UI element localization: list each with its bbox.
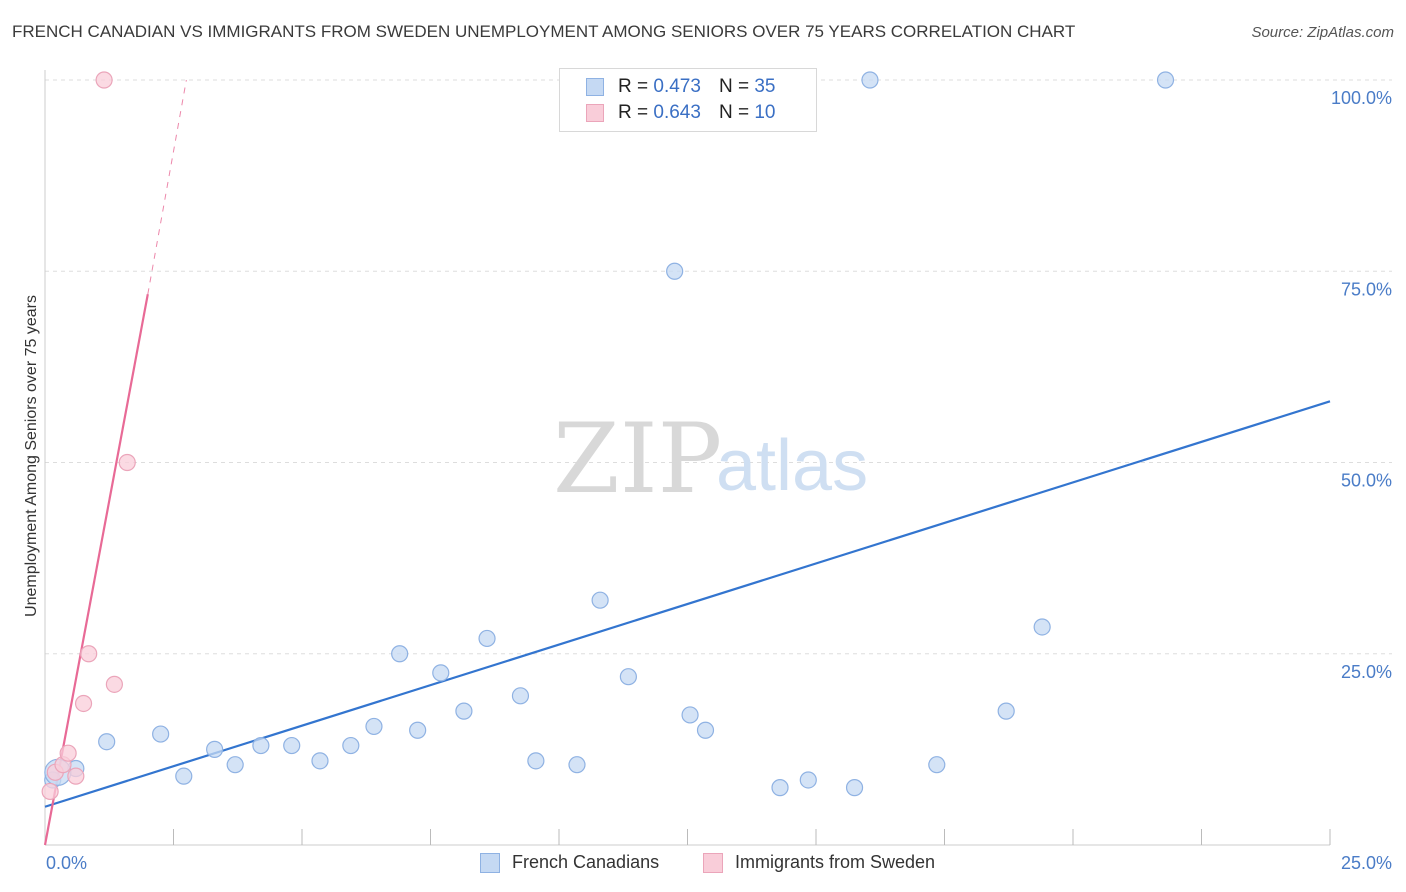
y-tick-label: 75.0%	[1341, 279, 1392, 299]
point-french-canadians	[342, 736, 360, 755]
point-french-canadians	[527, 752, 545, 770]
series-legend: French Canadians Immigrants from Sweden	[0, 852, 1406, 878]
grid-lines	[45, 79, 1392, 655]
point-french-canadians	[799, 771, 817, 789]
correlation-legend: R = 0.473 N = 35 R = 0.643 N = 10	[559, 68, 817, 132]
point-immigrants-sweden	[105, 675, 123, 693]
point-french-canadians	[311, 752, 329, 770]
series-legend-label: French Canadians	[512, 852, 660, 872]
legend-n-label: N =	[718, 102, 750, 123]
legend-r-label: R =	[618, 102, 649, 123]
point-french-canadians	[1156, 71, 1175, 89]
point-french-canadians	[997, 702, 1015, 720]
y-axis-label: Unemployment Among Seniors over 75 years	[23, 295, 40, 617]
point-immigrants-sweden	[95, 71, 113, 89]
legend-r-label: R =	[618, 76, 649, 97]
point-french-canadians	[152, 725, 170, 743]
point-french-canadians	[591, 591, 609, 609]
series-legend-item-immigrants-sweden[interactable]: Immigrants from Sweden	[703, 852, 935, 873]
point-french-canadians	[568, 756, 586, 774]
point-french-canadians	[696, 721, 715, 739]
point-french-canadians	[365, 717, 383, 736]
y-tick-label: 100.0%	[1331, 88, 1392, 108]
trend-extension-immigrants-sweden	[147, 79, 187, 295]
legend-row-immigrants-sweden: R = 0.643 N = 10	[560, 100, 775, 126]
legend-n-label: N =	[718, 76, 750, 97]
point-immigrants-sweden	[41, 782, 59, 801]
point-french-canadians	[206, 740, 224, 758]
data-points	[41, 71, 1175, 801]
x-tick-label: 25.0%	[1341, 853, 1392, 873]
point-french-canadians	[619, 668, 637, 686]
legend-n-value: 35	[754, 76, 776, 97]
point-french-canadians	[1033, 618, 1051, 636]
legend-r-value: 0.473	[653, 76, 701, 97]
legend-swatch-pink	[586, 104, 604, 122]
point-french-canadians	[283, 736, 301, 755]
watermark: ZIP atlas	[553, 403, 868, 515]
watermark-atlas: atlas	[716, 426, 868, 506]
series-legend-item-french-canadians[interactable]: French Canadians	[480, 852, 659, 873]
point-french-canadians	[175, 767, 193, 785]
point-french-canadians	[861, 71, 879, 89]
point-immigrants-sweden	[80, 645, 98, 663]
point-french-canadians	[511, 687, 530, 705]
point-french-canadians	[666, 262, 684, 280]
series-swatch-blue	[480, 852, 500, 873]
chart-title: FRENCH CANADIAN VS IMMIGRANTS FROM SWEDE…	[12, 22, 1076, 41]
point-french-canadians	[845, 779, 864, 797]
point-french-canadians	[226, 756, 244, 774]
point-french-canadians	[98, 733, 116, 751]
point-french-canadians	[432, 664, 450, 682]
point-french-canadians	[409, 721, 427, 739]
source-credit: Source: ZipAtlas.com	[1251, 24, 1394, 41]
legend-swatch-blue	[586, 78, 604, 96]
point-french-canadians	[252, 736, 270, 755]
point-french-canadians	[391, 645, 409, 663]
y-tick-label: 50.0%	[1341, 471, 1392, 491]
series-swatch-pink	[703, 852, 723, 873]
series-legend-label: Immigrants from Sweden	[735, 852, 936, 872]
y-tick-label: 25.0%	[1341, 662, 1392, 682]
point-french-canadians	[771, 779, 789, 797]
legend-r-value: 0.643	[653, 102, 701, 123]
point-immigrants-sweden	[118, 453, 136, 472]
legend-n-value: 10	[754, 102, 776, 123]
point-immigrants-sweden	[74, 694, 93, 713]
point-french-canadians	[478, 629, 496, 648]
watermark-zip: ZIP	[553, 403, 722, 515]
point-french-canadians	[928, 756, 946, 774]
tick-labels: 25.0% 50.0% 75.0% 100.0% 0.0% 25.0%	[46, 88, 1392, 873]
point-french-canadians	[455, 702, 473, 720]
point-immigrants-sweden	[59, 744, 77, 762]
point-immigrants-sweden	[67, 767, 85, 785]
axes	[44, 70, 1331, 846]
legend-row-french-canadians: R = 0.473 N = 35	[560, 74, 775, 100]
x-tick-label: 0.0%	[46, 853, 87, 873]
point-french-canadians	[681, 706, 699, 724]
